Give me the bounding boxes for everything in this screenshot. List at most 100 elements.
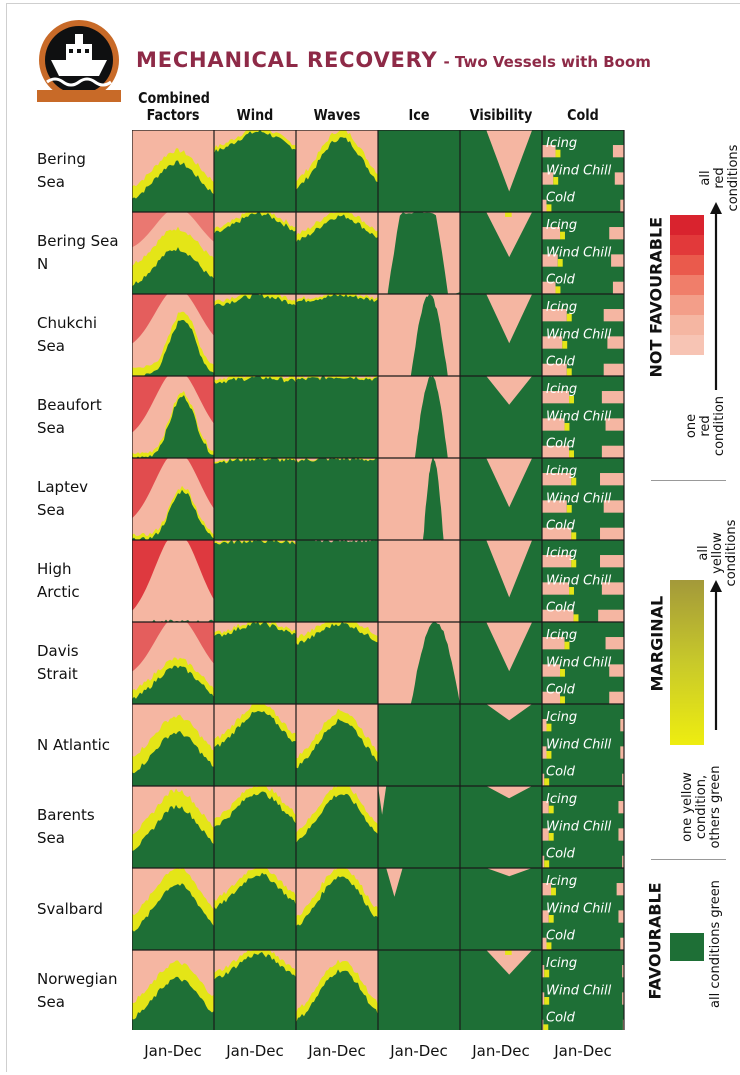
cell-bering-sea-waves [296,130,378,212]
cell-norwegian-sea-cold-windchill-yellow [544,997,550,1005]
cell-bering-sea-cold-windchill-red-left [542,172,554,185]
cell-svalbard-cold-windchill-yellow [548,915,554,923]
cell-n-atlantic-cold-icing-red-right [620,719,624,732]
cell-n-atlantic-visibility [460,704,542,786]
cell-n-atlantic-cold-icing-yellow [546,723,552,732]
cell-bering-sea-wind-green-band [214,130,296,212]
cell-norwegian-sea-cold-icing-label: Icing [546,956,577,971]
cell-beaufort-sea-cold-background [542,376,624,458]
cell-chukchi-sea-ice-green-band [410,294,448,376]
cell-barents-sea-ice [378,786,460,868]
legend-red-swatch [670,335,704,355]
cell-barents-sea-cold-windchill-red-left [542,828,549,841]
cell-high-arctic-cold-cold-red-left [542,609,574,622]
cell-bering-sea-n-wind [214,212,296,294]
column-header-wind: Wind [220,107,290,124]
cell-beaufort-sea-cold-windchill-label: Wind Chill [546,409,612,424]
cell-barents-sea-combined-factors-green-band [132,804,214,868]
row-label-line: N Atlantic [37,735,111,754]
column-header-cold: Cold [548,107,618,124]
cell-davis-strait-combined-factors [132,622,214,704]
row-label-line: Sea [37,829,65,847]
cell-n-atlantic-cold-background [542,704,624,786]
cell-n-atlantic-cold-cold-yellow [544,778,550,786]
cell-svalbard-cold-icing-red-right [616,883,624,896]
cell-chukchi-sea-cold-windchill-yellow [562,341,568,349]
cell-beaufort-sea-visibility [460,376,542,458]
cell-laptev-sea-cold-background [542,458,624,540]
cell-norwegian-sea-cold-icing-yellow [544,969,550,978]
legend-nf-bottom-3: condition [712,395,727,457]
cell-barents-sea-cold-background [542,786,624,868]
legend [670,202,722,961]
cell-davis-strait-cold-windchill-red-left [542,664,561,677]
cell-svalbard-waves [296,868,378,950]
cell-beaufort-sea-cold-cold-red-right [601,445,624,458]
cell-laptev-sea-waves-green-band [296,458,378,540]
cell-norwegian-sea-wind [214,950,296,1030]
cell-bering-sea-n-cold-windchill-yellow [557,259,563,267]
row-label-svalbard: Svalbard [37,898,132,921]
cell-beaufort-sea-cold-windchill-red-right [605,418,624,431]
cell-laptev-sea-wind [214,458,296,540]
row-label-line: Barents [37,806,95,824]
cell-beaufort-sea-ice-green-band [414,376,448,458]
cell-high-arctic-cold-icing-label: Icing [546,546,577,561]
cell-svalbard-cold-windchill-red-left [542,910,549,923]
cell-norwegian-sea-cold: Icing Wind Chill Cold [542,950,624,1030]
cell-norwegian-sea-ice-green-band [378,950,460,1030]
cell-high-arctic-ice [378,540,460,622]
column-header-line: Factors [146,106,200,124]
cell-bering-sea-cold-cold-yellow [546,204,552,212]
cell-davis-strait-cold-background [542,622,624,704]
cell-beaufort-sea-ice [378,376,460,458]
cell-bering-sea-n-cold-windchill-red-right [611,254,624,267]
row-label-n-atlantic: N Atlantic [37,734,132,757]
cell-n-atlantic-waves [296,704,378,786]
legend-nf-top-3: conditions [726,144,740,212]
row-label-line: Bering Sea [37,232,119,250]
cell-bering-sea-n-visibility [460,212,542,294]
cell-barents-sea-cold-cold-red-left [542,855,545,868]
cell-chukchi-sea-cold-icing-red-right [603,309,624,322]
cell-beaufort-sea-cold-windchill-red-left [542,418,565,431]
cell-beaufort-sea-cold-icing-label: Icing [546,382,577,397]
cell-barents-sea-cold-cold-yellow [544,860,550,868]
cell-chukchi-sea-waves-green-band [296,294,378,376]
cell-chukchi-sea-cold-cold-red-left [542,363,567,376]
cell-chukchi-sea-wind [214,294,296,376]
cell-n-atlantic-cold-windchill-red-left [542,746,547,759]
cell-laptev-sea-cold-icing-yellow [571,477,577,486]
column-header-combined-factors: Combined Factors [138,90,210,124]
cell-svalbard-cold-cold-label: Cold [546,929,576,944]
cell-barents-sea-cold-windchill-red-right [618,828,624,841]
cell-bering-sea-cold-cold-label: Cold [546,191,576,206]
x-label-combined-factors: Jan-Dec [144,1042,202,1060]
cell-davis-strait-cold-windchill-yellow [560,669,565,677]
cell-laptev-sea-cold-cold-yellow [571,532,577,540]
cell-beaufort-sea-wind-green-band [214,376,296,458]
row-label-line: Sea [37,337,65,355]
row-label-line: Laptev [37,478,89,496]
cell-bering-sea-visibility [460,130,542,212]
row-label-chukchi-sea: Chukchi Sea [37,312,132,358]
cell-high-arctic-cold-windchill-label: Wind Chill [546,573,612,588]
cell-davis-strait-cold-windchill-red-right [609,664,624,677]
cell-bering-sea-n-ice [378,212,460,294]
cell-high-arctic-cold-icing-red-left [542,555,572,568]
cell-davis-strait-cold: Icing Wind Chill Cold [542,622,624,704]
cell-barents-sea-cold-windchill-label: Wind Chill [546,819,612,834]
cell-svalbard-visibility-background [460,868,542,950]
row-label-norwegian-sea: Norwegian Sea [37,968,132,1014]
row-label-beaufort-sea: Beaufort Sea [37,394,132,440]
cell-n-atlantic-ice-green-band [378,704,460,786]
cell-bering-sea-cold-cold-red-left [542,199,547,212]
cell-bering-sea-ice [378,130,460,212]
cell-chukchi-sea-cold-cold-red-right [603,363,624,376]
cell-n-atlantic-wind [214,704,296,786]
cell-davis-strait-ice-green-band [410,622,460,704]
cell-barents-sea-waves [296,786,378,868]
cell-laptev-sea-ice-background [378,458,460,540]
cell-laptev-sea-ice-green-band [423,458,444,540]
cell-high-arctic-cold-icing-yellow [571,559,577,568]
